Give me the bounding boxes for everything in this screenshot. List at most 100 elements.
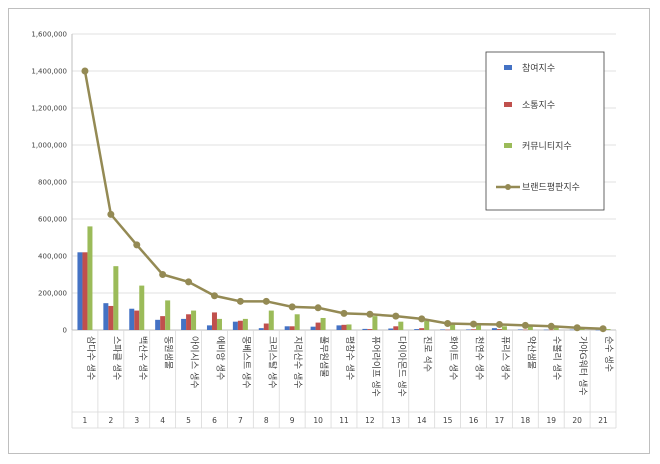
bar: [466, 329, 472, 330]
bar: [393, 326, 399, 330]
line-point: [366, 310, 374, 318]
y-tick-label: 1,400,000: [31, 68, 67, 76]
y-tick-label: 200,000: [38, 290, 67, 298]
bar: [346, 324, 352, 330]
x-index-label: 2: [108, 416, 113, 425]
x-index-label: 9: [290, 416, 295, 425]
x-index-label: 1: [83, 416, 88, 425]
x-category-label: 삼다수 생수: [85, 336, 96, 380]
line-point: [236, 297, 244, 305]
bar: [362, 328, 368, 330]
legend-swatch: [504, 143, 512, 148]
x-category-label: 크리스탈 생수: [266, 336, 277, 389]
bar: [129, 308, 135, 330]
bar: [548, 329, 554, 331]
bar: [341, 324, 347, 330]
line-point: [262, 297, 270, 305]
line-point: [340, 309, 348, 317]
line-point: [495, 320, 503, 328]
x-category-label: 수볼리 생수: [551, 336, 562, 380]
x-index-label: 13: [391, 416, 401, 425]
x-category-label: 퓨리스 생수: [499, 336, 510, 380]
line-point: [418, 315, 426, 323]
bar: [336, 325, 342, 330]
bar: [445, 329, 451, 331]
x-category-label: 지리산수 생수: [292, 336, 303, 389]
x-category-label: 진로 석수: [422, 336, 433, 372]
x-category-label: 퓨어라이프 생수: [370, 336, 381, 397]
bar: [134, 310, 140, 330]
line-point: [210, 292, 218, 300]
x-index-label: 16: [469, 416, 479, 425]
line-point: [185, 278, 193, 286]
bar: [315, 322, 321, 330]
bar: [155, 319, 161, 330]
line-point: [444, 320, 452, 328]
x-index-label: 20: [572, 416, 582, 425]
x-category-label: 화이트 생수: [448, 336, 459, 380]
x-category-label: 백산수 생수: [137, 336, 148, 380]
bar: [263, 323, 269, 330]
x-index-label: 17: [495, 416, 505, 425]
line-point: [392, 312, 400, 320]
x-category-label: 다이아몬드 생수: [396, 336, 407, 397]
x-index-label: 10: [313, 416, 323, 425]
bar: [216, 318, 222, 330]
bar: [284, 326, 290, 330]
x-index-label: 4: [160, 416, 165, 425]
bar: [258, 328, 264, 330]
bar: [522, 329, 528, 331]
x-category-label: 가야G워터 생수: [577, 336, 588, 396]
bar: [232, 321, 238, 330]
legend-label: 소통지수: [522, 100, 555, 111]
bar: [414, 329, 420, 330]
bar: [82, 252, 88, 330]
line-point: [133, 241, 141, 249]
x-index-label: 18: [521, 416, 531, 425]
bar: [268, 310, 274, 330]
bar: [294, 314, 300, 330]
bar: [372, 316, 378, 330]
legend-label: 브랜드평판지수: [522, 182, 580, 193]
bar: [160, 316, 166, 330]
bar: [165, 300, 171, 330]
x-category-label: 약산샘물: [525, 336, 537, 369]
bar: [242, 318, 248, 330]
y-tick-label: 0: [63, 327, 67, 335]
x-category-label: 스파클 생수: [111, 336, 122, 380]
x-category-label: 천연수 생수: [474, 336, 485, 380]
x-index-label: 21: [598, 416, 608, 425]
x-index-label: 8: [264, 416, 269, 425]
x-category-label: 평창수 생수: [344, 336, 355, 380]
bar: [320, 317, 326, 330]
bar: [476, 325, 482, 330]
legend-swatch: [504, 102, 512, 107]
bar: [543, 329, 549, 331]
bar: [108, 305, 114, 330]
legend-label: 참여지수: [522, 62, 555, 74]
bar: [398, 321, 404, 330]
y-tick-label: 1,000,000: [31, 142, 67, 150]
bar: [605, 329, 611, 330]
line-point: [599, 325, 607, 333]
y-tick-label: 400,000: [38, 253, 67, 261]
bar: [237, 320, 243, 330]
line-point: [573, 324, 581, 332]
bar: [553, 327, 559, 330]
legend-box: [485, 51, 605, 211]
bar: [367, 329, 373, 330]
x-category-label: 에비앙 생수: [214, 336, 226, 380]
bar: [87, 226, 93, 330]
y-tick-label: 600,000: [38, 216, 67, 224]
bar: [186, 314, 192, 330]
line-point: [470, 320, 478, 328]
legend-label: 커뮤니티지수: [522, 141, 572, 152]
bar: [139, 285, 145, 330]
line-point: [521, 321, 529, 329]
bar: [77, 252, 83, 330]
bar: [289, 326, 295, 330]
line-point: [288, 303, 296, 311]
bar: [491, 328, 497, 330]
line-point: [159, 271, 167, 278]
